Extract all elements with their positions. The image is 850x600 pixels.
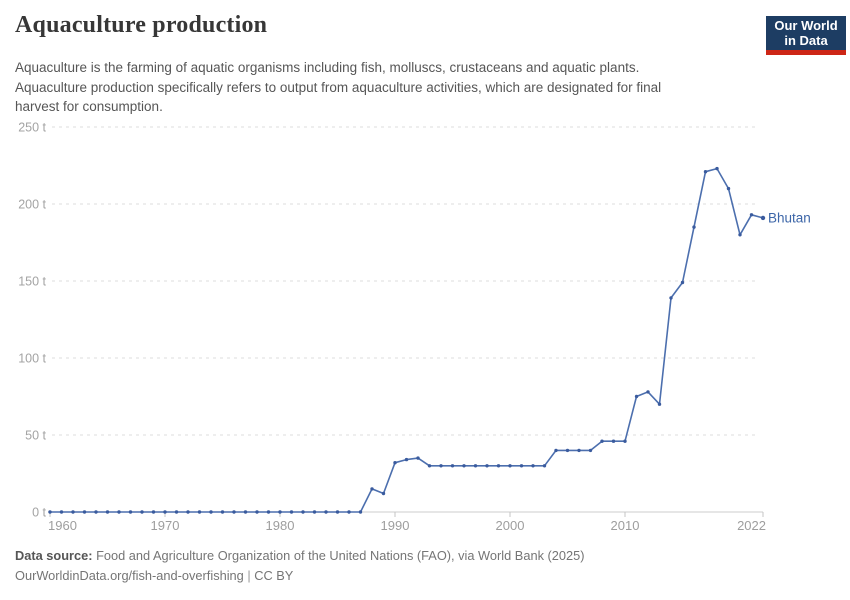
data-point[interactable] [232, 510, 236, 514]
data-point[interactable] [450, 464, 455, 468]
data-point[interactable] [324, 510, 328, 514]
chart-footer: Data source: Food and Agriculture Organi… [15, 546, 585, 585]
data-point[interactable] [611, 439, 616, 443]
data-point[interactable] [48, 510, 52, 514]
entity-label-bhutan[interactable]: Bhutan [768, 210, 811, 225]
data-point[interactable] [381, 491, 386, 496]
data-point[interactable] [370, 487, 374, 491]
chart-subtitle: Aquaculture is the farming of aquatic or… [15, 58, 661, 117]
data-point[interactable] [140, 510, 144, 514]
y-axis-label: 150 t [18, 275, 46, 289]
data-point[interactable] [335, 510, 340, 514]
data-point[interactable] [209, 510, 213, 514]
data-point[interactable] [703, 170, 708, 174]
data-source-text: Food and Agriculture Organization of the… [92, 548, 585, 563]
subtitle-line: Aquaculture production specifically refe… [15, 79, 662, 95]
data-point[interactable] [692, 225, 696, 229]
data-point[interactable] [393, 461, 397, 465]
x-axis-label: 1970 [151, 518, 180, 533]
data-point[interactable] [404, 457, 409, 462]
data-point[interactable] [71, 510, 75, 514]
data-point[interactable] [289, 510, 294, 514]
data-point[interactable] [266, 510, 271, 514]
y-axis-label: 0 t [32, 506, 46, 520]
y-axis-label: 100 t [18, 352, 46, 366]
data-point[interactable] [726, 186, 731, 191]
data-point[interactable] [151, 510, 156, 514]
data-point[interactable] [278, 510, 282, 514]
data-point[interactable] [128, 510, 133, 514]
owid-logo-line1: Our World [774, 18, 838, 33]
data-point[interactable] [82, 510, 87, 514]
data-point[interactable] [462, 464, 466, 468]
y-axis-label: 250 t [18, 121, 46, 135]
owid-logo-line2: in Data [784, 33, 828, 48]
data-point[interactable] [600, 439, 604, 443]
data-point[interactable] [669, 296, 673, 300]
data-point[interactable] [347, 510, 351, 514]
y-axis-label: 200 t [18, 198, 46, 212]
x-axis-label: 2010 [611, 518, 640, 533]
data-source-label: Data source: [15, 548, 93, 563]
x-axis-label: 2022 [737, 518, 766, 533]
data-point[interactable] [623, 439, 627, 443]
data-point[interactable] [738, 233, 742, 237]
x-axis-label: 1960 [48, 518, 77, 533]
data-point[interactable] [358, 510, 363, 514]
data-source-line: Data source: Food and Agriculture Organi… [15, 546, 585, 566]
data-point[interactable] [255, 510, 259, 514]
data-point[interactable] [680, 280, 685, 285]
data-point[interactable] [542, 464, 547, 468]
data-point[interactable] [427, 464, 432, 468]
data-point[interactable] [117, 510, 121, 514]
data-point[interactable] [715, 166, 719, 171]
data-point[interactable] [174, 510, 179, 514]
data-point[interactable] [59, 510, 64, 514]
data-point[interactable] [197, 510, 202, 514]
x-axis-label: 1990 [381, 518, 410, 533]
data-point[interactable] [577, 448, 581, 453]
data-point[interactable] [473, 464, 478, 468]
x-axis-label: 2000 [496, 518, 525, 533]
data-point[interactable] [94, 510, 98, 514]
data-point[interactable] [416, 456, 420, 460]
data-point[interactable] [496, 464, 501, 468]
license-line: OurWorldinData.org/fish-and-overfishing … [15, 566, 585, 586]
subtitle-line: Aquaculture is the farming of aquatic or… [15, 60, 640, 75]
footer-separator: | [243, 567, 255, 583]
data-point[interactable] [634, 394, 639, 399]
data-point[interactable] [485, 464, 489, 468]
data-point[interactable] [565, 448, 570, 453]
y-axis-label: 50 t [25, 429, 46, 443]
data-point[interactable] [186, 510, 190, 514]
owid-logo[interactable]: Our World in Data [766, 16, 846, 55]
data-point[interactable] [508, 464, 512, 468]
data-point[interactable] [163, 510, 167, 514]
data-point[interactable] [301, 510, 305, 514]
cc-by-link[interactable]: CC BY [254, 567, 294, 583]
data-point[interactable] [646, 390, 650, 394]
data-point[interactable] [105, 510, 110, 514]
data-point[interactable] [519, 464, 524, 468]
owid-url-link[interactable]: OurWorldinData.org/fish-and-overfishing [15, 567, 244, 583]
data-point[interactable] [588, 448, 593, 453]
data-point[interactable] [312, 510, 317, 514]
data-point[interactable] [220, 510, 225, 514]
subtitle-line: harvest for consumption. [15, 99, 163, 114]
data-point[interactable] [657, 402, 662, 406]
data-point[interactable] [749, 213, 754, 217]
data-point[interactable] [531, 464, 535, 468]
data-point[interactable] [554, 448, 558, 453]
data-point[interactable] [760, 215, 766, 221]
x-axis-label: 1980 [266, 518, 295, 533]
page-title: Aquaculture production [15, 12, 268, 38]
data-point[interactable] [439, 464, 443, 468]
data-point[interactable] [243, 510, 248, 514]
